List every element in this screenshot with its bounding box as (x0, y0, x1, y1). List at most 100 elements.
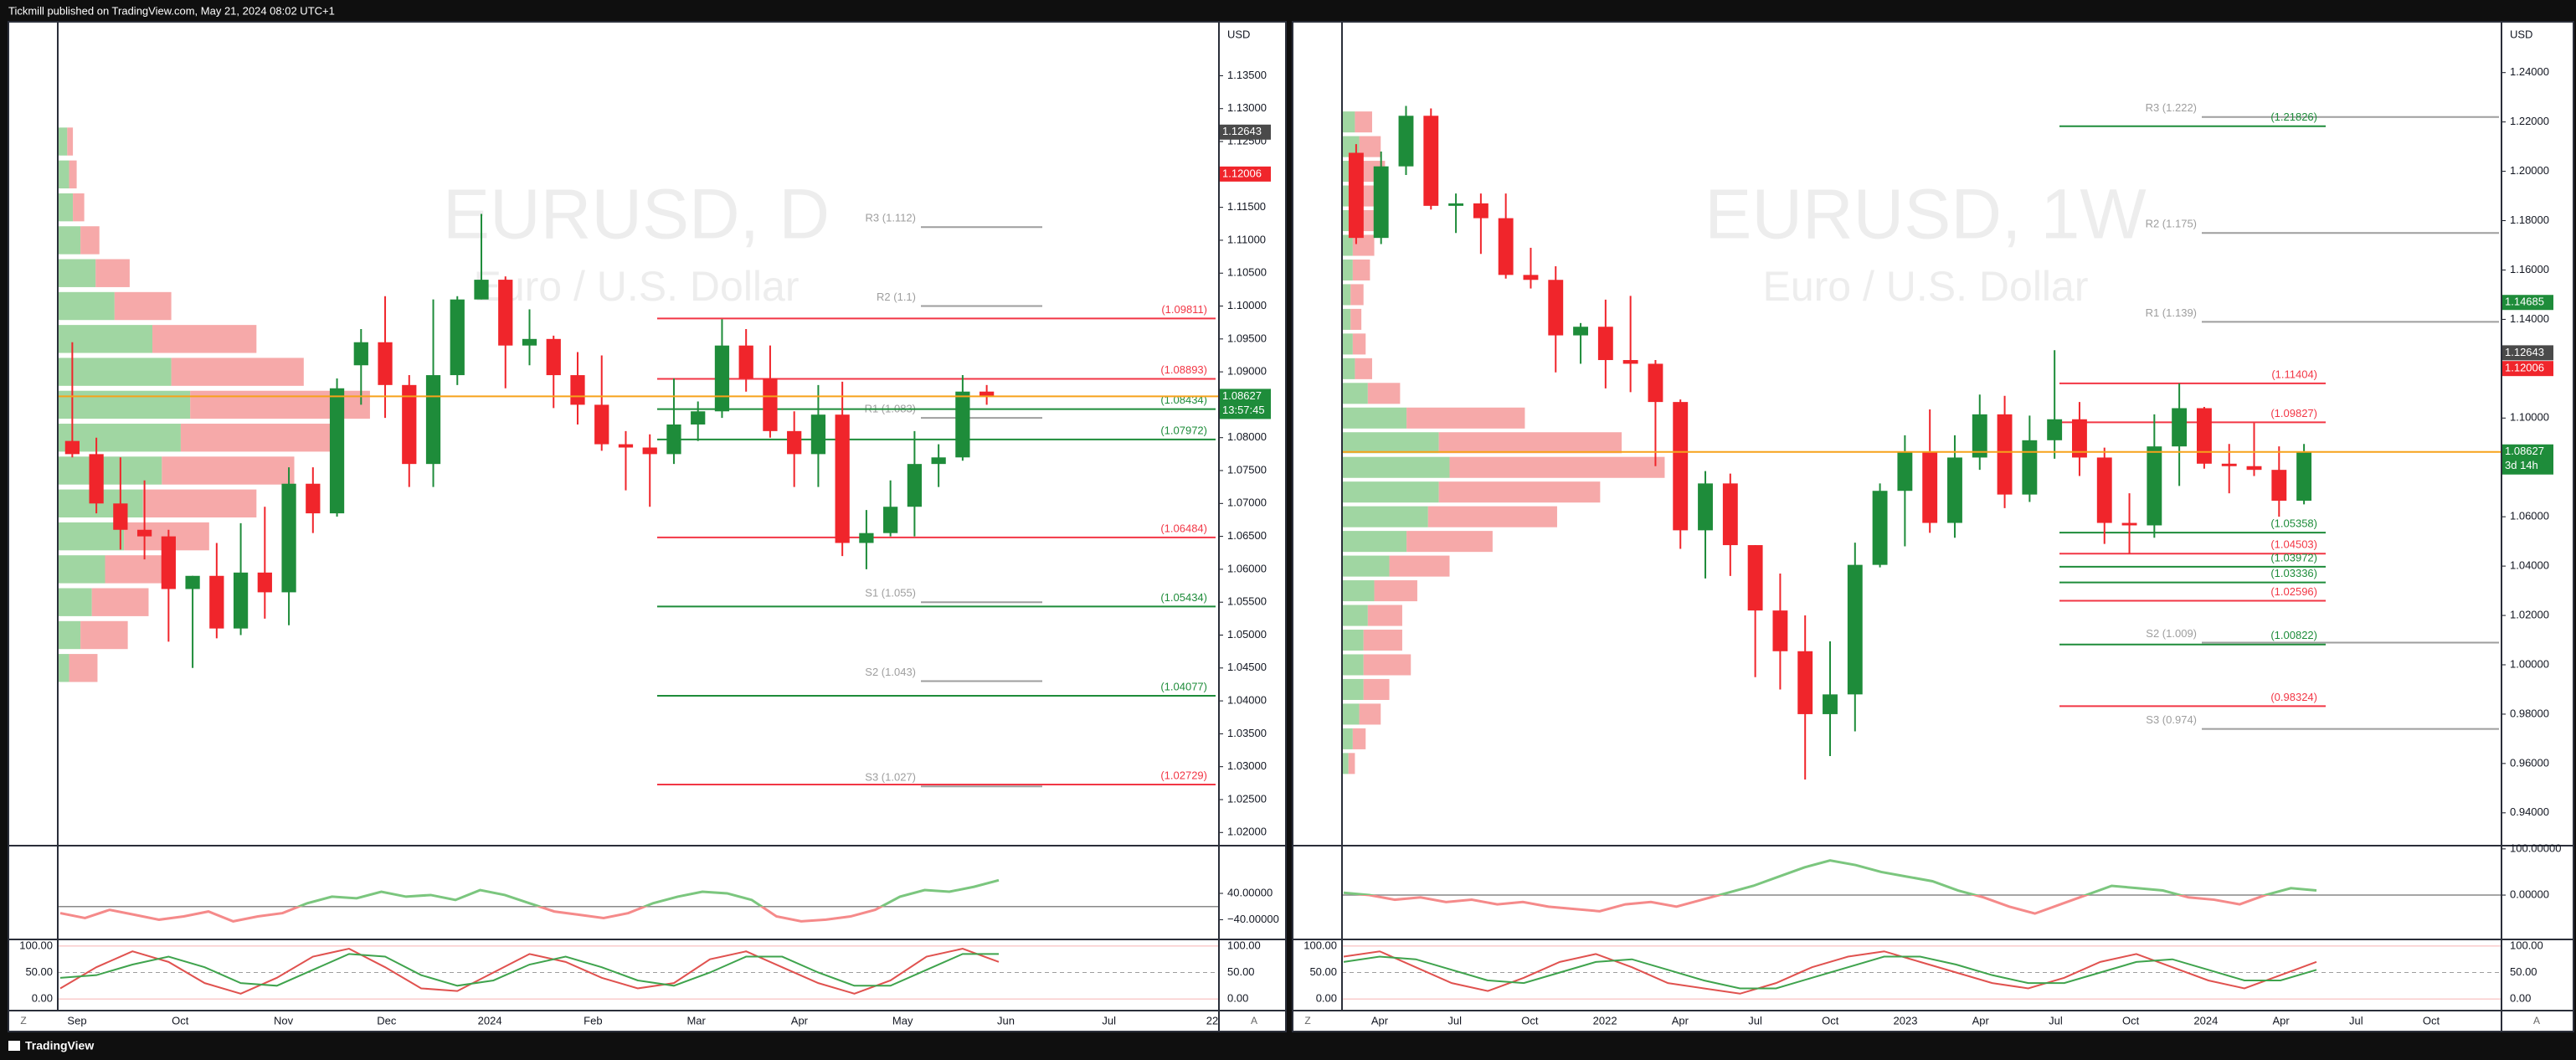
candle-body (1448, 203, 1464, 206)
price-badge-label: 1.08627 (1222, 389, 1262, 402)
candle-body (1897, 451, 1913, 491)
price-badge (2501, 295, 2553, 311)
y-tick-label: 1.02000 (2510, 608, 2549, 620)
candle-body (522, 338, 537, 346)
profile-up (1342, 234, 1353, 256)
candle-body (907, 464, 923, 507)
candle-body (691, 411, 706, 425)
profile-down (1389, 555, 1450, 577)
profile-down (1363, 678, 1390, 700)
profile-down (180, 424, 332, 452)
profile-up (1342, 383, 1368, 404)
y-tick-label: 1.06500 (1227, 529, 1267, 542)
price-badge-label: 1.12006 (2505, 362, 2544, 374)
level-label: (1.00822) (2270, 629, 2317, 641)
candle-body (1797, 651, 1813, 714)
y-tick-label: 1.11000 (1227, 233, 1266, 245)
profile-up (58, 654, 69, 682)
x-tick-label: 2022 (1593, 1014, 1617, 1027)
level-label: (1.04077) (1160, 680, 1207, 692)
candle-body (2072, 419, 2087, 458)
candle-body (257, 572, 272, 593)
chart-panel (8, 22, 1286, 1032)
oscillator-line-positive (296, 878, 1000, 907)
candle-body (859, 533, 874, 543)
candle-body (763, 378, 778, 431)
x-tick-label: Dec (377, 1014, 397, 1027)
level-label: S2 (1.043) (865, 666, 916, 678)
candle-body (450, 299, 465, 376)
y-tick-label: 0.96000 (2510, 756, 2549, 769)
x-tick-label: Jul (1748, 1014, 1762, 1027)
candle-body (113, 503, 128, 530)
main-pane: EURUSD, D Euro / U.S. Dollar R3 (1.112) R2 … (58, 127, 1216, 788)
x-tick-label: Oct (2423, 1014, 2440, 1027)
countdown-label: 13:57:45 (1222, 404, 1265, 416)
y-tick-label-left: 100.00 (1303, 939, 1337, 951)
profile-down (1352, 728, 1366, 749)
profile-up (58, 291, 115, 321)
candle-body (2221, 463, 2237, 466)
x-tick-label: 2024 (478, 1014, 502, 1027)
watermark-title: EURUSD, D (443, 174, 830, 253)
scale-button: A (1251, 1015, 1257, 1027)
level-label: (1.03972) (2270, 551, 2317, 563)
candle-body (2246, 466, 2262, 471)
publish-header: Tickmill published on TradingView.com, M… (8, 4, 335, 17)
profile-up (58, 226, 81, 255)
profile-down (114, 291, 172, 321)
y-tick-label: 1.18000 (2510, 214, 2549, 226)
brand: TradingView (25, 1039, 94, 1052)
profile-up (1342, 629, 1364, 651)
profile-up (58, 620, 81, 650)
profile-down (1363, 654, 1411, 676)
profile-up (58, 358, 172, 386)
x-tick-label: Oct (2122, 1014, 2140, 1027)
x-tick-label: 2023 (1894, 1014, 1918, 1027)
watermark-subtitle: Euro / U.S. Dollar (473, 263, 799, 310)
y-tick-label: 100.00000 (2510, 841, 2561, 854)
x-tick-label: Apr (791, 1014, 809, 1027)
candle-body (642, 447, 657, 455)
profile-up (1342, 407, 1407, 429)
candle-body (2022, 440, 2038, 495)
candle-body (883, 507, 898, 533)
y-tick-label: 1.22000 (2510, 115, 2549, 127)
stochastic-k (59, 948, 1000, 995)
candle-body (1523, 275, 1539, 280)
candle-body (233, 572, 249, 629)
candle-body (1473, 203, 1489, 219)
y-tick-label: 1.04000 (1227, 694, 1267, 707)
profile-down (1363, 629, 1402, 651)
candle-body (955, 391, 970, 458)
level-label: (1.11404) (2271, 368, 2317, 380)
candle-body (1823, 694, 1838, 714)
profile-down (1367, 383, 1401, 404)
profile-up (1342, 654, 1364, 676)
x-tick-label: Jul (1447, 1014, 1462, 1027)
candle-body (931, 457, 946, 465)
profile-down (1355, 111, 1372, 133)
x-tick-label: Feb (584, 1014, 602, 1027)
price-badge-label: 1.12006 (1222, 167, 1262, 179)
price-badge (1219, 388, 1271, 419)
x-tick-label: Jul (2049, 1014, 2063, 1027)
candle-body (2172, 408, 2188, 447)
stochastic-d (59, 953, 999, 987)
profile-down (1367, 605, 1402, 626)
profile-down (69, 654, 98, 682)
profile-up (58, 390, 191, 419)
candle-body (474, 280, 489, 300)
profile-down (95, 259, 130, 287)
level-label: (1.09827) (2270, 407, 2317, 419)
x-tick-label: Apr (2272, 1014, 2290, 1027)
profile-up (58, 325, 153, 353)
candle-body (738, 345, 753, 378)
candle-body (1722, 483, 1738, 546)
y-tick-label: 1.05500 (1227, 595, 1267, 608)
profile-up (1342, 284, 1351, 306)
level-label: (0.98324) (2270, 691, 2317, 703)
profile-up (1342, 580, 1375, 602)
level-label: (1.04503) (2270, 538, 2317, 551)
